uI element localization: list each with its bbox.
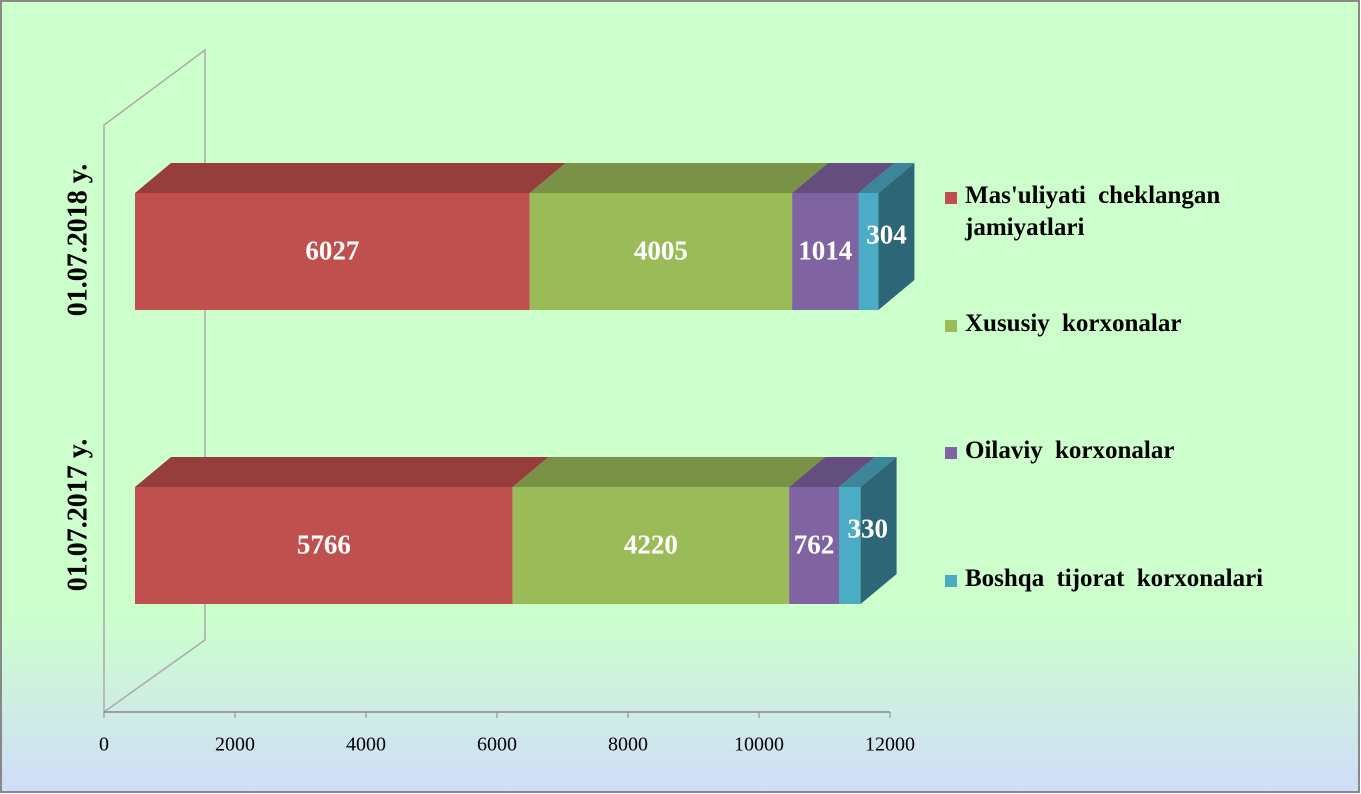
bar-top (529, 163, 829, 193)
x-tick-label: 8000 (608, 734, 648, 756)
legend-label: Oilaviy korxonalar (965, 437, 1175, 464)
category-label: 01.07.2017 y. (62, 439, 93, 591)
x-tick-label: 12000 (865, 734, 915, 756)
bar (858, 193, 879, 310)
back-wall (103, 48, 206, 714)
bar-side (860, 457, 897, 604)
data-label: 304 (866, 220, 907, 250)
bar-top (135, 457, 549, 487)
legend-item: Oilaviy korxonalar (945, 435, 1345, 467)
bar (512, 487, 790, 604)
x-tick-label: 0 (99, 734, 109, 756)
x-tick-label: 10000 (734, 734, 784, 756)
bar (135, 193, 530, 310)
legend-swatch (945, 447, 957, 459)
legend-swatch (945, 575, 957, 587)
legend-item: Boshqa tijorat korxonalari (945, 563, 1345, 595)
x-tick-label: 2000 (215, 734, 255, 756)
legend-label: Boshqa tijorat korxonalari (965, 565, 1264, 592)
bar (838, 487, 861, 604)
bar-top (512, 457, 826, 487)
bar (135, 487, 513, 604)
data-label: 330 (848, 514, 889, 544)
data-label: 5766 (297, 530, 351, 560)
bar (792, 193, 859, 310)
legend-swatch (945, 320, 957, 332)
bar-side (878, 163, 915, 310)
x-tick-label: 6000 (477, 734, 517, 756)
legend-item: Mas'uliyati cheklangan jamiyatlari (945, 180, 1345, 244)
bar-top (789, 457, 875, 487)
legend-item: Xususiy korxonalar (945, 308, 1345, 340)
data-label: 6027 (305, 236, 359, 266)
bar-top (858, 163, 915, 193)
data-label: 4005 (634, 236, 688, 266)
data-label: 762 (794, 530, 835, 560)
data-label: 4220 (624, 530, 678, 560)
data-label: 1014 (798, 236, 852, 266)
x-tick-label: 4000 (346, 734, 386, 756)
bar (529, 193, 793, 310)
bar-top (838, 457, 897, 487)
bar-top (135, 163, 566, 193)
bar (789, 487, 839, 604)
legend-label: Mas'uliyati cheklangan jamiyatlari (965, 182, 1221, 241)
legend-swatch (945, 192, 957, 204)
bar-top (792, 163, 895, 193)
legend-label: Xususiy korxonalar (965, 310, 1182, 337)
category-label: 01.07.2018 y. (62, 164, 93, 316)
